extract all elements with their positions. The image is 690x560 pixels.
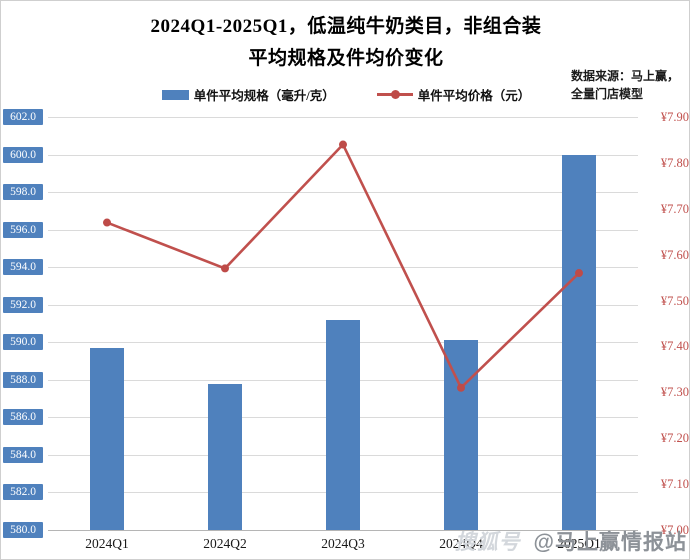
x-axis-label-2024Q4: 2024Q4 bbox=[439, 536, 483, 551]
bar-2024Q3 bbox=[326, 319, 360, 530]
legend-item-price: 单件平均价格（元） bbox=[376, 85, 531, 104]
left-axis-tick: 582.0 bbox=[3, 484, 43, 501]
right-axis-tick: ¥7.00 bbox=[660, 523, 689, 537]
watermark-account: @马上赢情报站 bbox=[533, 531, 687, 554]
x-axis-label-2024Q2: 2024Q2 bbox=[203, 536, 247, 551]
gridline bbox=[48, 267, 638, 269]
bar-2024Q4 bbox=[444, 340, 478, 530]
x-axis-label-2024Q3: 2024Q3 bbox=[321, 536, 365, 551]
right-axis-tick: ¥7.50 bbox=[660, 293, 689, 308]
legend-item-spec: 单件平均规格（毫升/克） bbox=[161, 85, 335, 104]
watermark-brand: 搜狐号 bbox=[454, 531, 521, 554]
right-axis-tick: ¥7.80 bbox=[660, 155, 689, 170]
legend-label-price: 单件平均价格（元） bbox=[417, 89, 531, 103]
price-marker-2024Q3 bbox=[339, 140, 347, 149]
data-source-note: 数据来源：马上赢， 全量门店模型 bbox=[571, 67, 689, 103]
x-axis-label-2025Q1: 2025Q1 bbox=[557, 536, 601, 551]
gridline bbox=[48, 192, 638, 194]
right-axis-tick: ¥7.90 bbox=[660, 110, 689, 124]
right-axis-tick: ¥7.30 bbox=[660, 385, 689, 400]
left-axis-tick: 584.0 bbox=[3, 446, 43, 463]
left-axis-tick: 586.0 bbox=[3, 409, 43, 426]
watermark: 搜狐号 @马上赢情报站 bbox=[455, 526, 687, 556]
legend-label-spec: 单件平均规格（毫升/克） bbox=[193, 89, 335, 103]
right-axis-tick: ¥7.20 bbox=[660, 431, 689, 446]
right-axis-tick: ¥7.70 bbox=[660, 201, 689, 216]
chart-title: 2024Q1-2025Q1，低温纯牛奶类目，非组合装 平均规格及件均价变化 bbox=[1, 11, 689, 75]
chart-title-line2: 平均规格及件均价变化 bbox=[248, 48, 444, 69]
gridline bbox=[48, 117, 638, 118]
legend: 单件平均规格（毫升/克） 单件平均价格（元） bbox=[1, 85, 689, 104]
left-axis-tick: 592.0 bbox=[3, 296, 43, 313]
data-source-line2: 全量门店模型 bbox=[571, 87, 644, 101]
right-axis-tick: ¥7.10 bbox=[660, 477, 689, 492]
bar-2024Q2 bbox=[208, 383, 242, 530]
price-marker-2024Q1 bbox=[103, 218, 111, 227]
right-axis-tick: ¥7.40 bbox=[660, 339, 689, 354]
left-axis-tick: 580.0 bbox=[3, 522, 43, 538]
data-source-line1: 数据来源：马上赢， bbox=[571, 69, 680, 83]
left-axis-tick: 594.0 bbox=[3, 259, 43, 276]
left-axis-tick: 602.0 bbox=[3, 109, 43, 125]
chart-title-line1: 2024Q1-2025Q1，低温纯牛奶类目，非组合装 bbox=[150, 16, 542, 37]
x-axis-label-2024Q1: 2024Q1 bbox=[85, 536, 129, 551]
left-axis-tick: 596.0 bbox=[3, 221, 43, 238]
right-axis-tick: ¥7.60 bbox=[660, 247, 689, 262]
left-axis-tick: 598.0 bbox=[3, 184, 43, 201]
gridline bbox=[48, 154, 638, 156]
left-axis-tick: 590.0 bbox=[3, 334, 43, 351]
bar-swatch-icon bbox=[161, 89, 189, 100]
bar-2025Q1 bbox=[562, 154, 596, 530]
line-marker-icon bbox=[376, 90, 413, 99]
gridline bbox=[48, 229, 638, 231]
gridline bbox=[48, 530, 638, 531]
left-axis-tick: 600.0 bbox=[3, 146, 43, 163]
gridline bbox=[48, 304, 638, 306]
left-axis-tick: 588.0 bbox=[3, 371, 43, 388]
price-marker-2024Q2 bbox=[221, 264, 229, 273]
bar-2024Q1 bbox=[90, 347, 124, 530]
